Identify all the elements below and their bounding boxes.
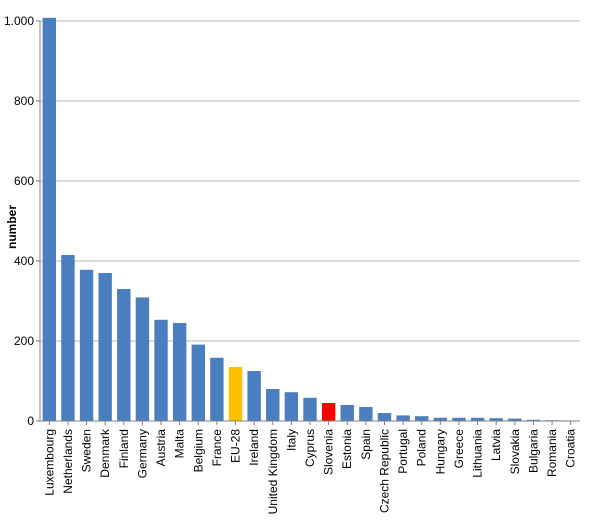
x-tick-label: Hungary bbox=[433, 429, 447, 474]
bar-portugal bbox=[396, 415, 410, 421]
x-tick-label: Cyprus bbox=[303, 429, 317, 467]
bar-cyprus bbox=[303, 397, 317, 421]
x-tick-label: Portugal bbox=[396, 429, 410, 474]
x-tick-label: Austria bbox=[154, 429, 168, 467]
x-tick-label: EU-28 bbox=[229, 429, 243, 463]
bar-bulgaria bbox=[526, 419, 541, 421]
x-tick-label: Denmark bbox=[98, 428, 112, 478]
x-tick-label: Lithuania bbox=[471, 429, 485, 478]
x-tick-label: Netherlands bbox=[61, 429, 75, 494]
bar-germany bbox=[135, 297, 150, 421]
x-tick-label: Latvia bbox=[489, 429, 503, 461]
x-tick-label: Poland bbox=[415, 429, 429, 466]
bar-czech-republic bbox=[377, 413, 392, 421]
x-tick-label: France bbox=[210, 429, 224, 467]
x-tick-label: Estonia bbox=[340, 429, 354, 469]
x-tick-label: Luxembourg bbox=[42, 429, 56, 496]
bar-france bbox=[210, 357, 224, 421]
bar-hungary bbox=[433, 417, 448, 421]
bar-greece bbox=[452, 417, 466, 421]
y-tick-label: 400 bbox=[14, 254, 34, 268]
bar-slovenia bbox=[321, 403, 336, 421]
bar-united-kingdom bbox=[266, 389, 280, 421]
bar-poland bbox=[415, 416, 429, 421]
gridlines bbox=[40, 20, 580, 342]
bar-finland bbox=[117, 289, 131, 421]
x-tick-label: Belgium bbox=[191, 429, 205, 472]
x-tick-label: Ireland bbox=[247, 429, 261, 466]
bar-eu-28 bbox=[228, 367, 243, 421]
x-tick-label: Greece bbox=[452, 429, 466, 469]
bar-sweden bbox=[79, 269, 94, 421]
bar-austria bbox=[154, 319, 168, 421]
x-tick-label: Malta bbox=[173, 429, 187, 459]
y-tick-label: 800 bbox=[14, 94, 34, 108]
x-tick-label: Spain bbox=[359, 429, 373, 460]
x-tick-label: Slovakia bbox=[508, 429, 522, 475]
y-tick-label: 1.000 bbox=[4, 14, 34, 28]
x-tick-label: Germany bbox=[135, 429, 149, 478]
bar-latvia bbox=[489, 418, 503, 421]
x-tick-label: Croatia bbox=[564, 429, 578, 468]
bar-estonia bbox=[340, 405, 354, 421]
bar-spain bbox=[359, 407, 373, 421]
x-tick-label: Czech Republic bbox=[377, 429, 391, 513]
y-tick-label: 600 bbox=[14, 174, 34, 188]
bar-luxembourg bbox=[42, 17, 57, 422]
x-tick-label: Sweden bbox=[80, 429, 94, 472]
bar-malta bbox=[172, 323, 187, 421]
x-tick-label: Italy bbox=[284, 429, 298, 451]
bar-belgium bbox=[191, 344, 205, 421]
bar-netherlands bbox=[61, 255, 75, 421]
x-tick-label: United Kingdom bbox=[266, 429, 280, 514]
bar-lithuania bbox=[470, 417, 485, 421]
x-tick-label: Finland bbox=[117, 429, 131, 468]
axes bbox=[36, 20, 580, 425]
y-axis-title: number bbox=[5, 205, 19, 249]
axis-labels: 0 200 400 600 800 1.000 Luxembourg Netherlands S… bbox=[4, 14, 578, 514]
bars bbox=[42, 17, 578, 422]
bar-ireland bbox=[247, 371, 261, 421]
bar-denmark bbox=[98, 273, 112, 421]
y-tick-label: 0 bbox=[27, 414, 34, 428]
y-tick-label: 200 bbox=[14, 334, 34, 348]
x-tick-label: Slovenia bbox=[322, 429, 336, 475]
bar-italy bbox=[284, 392, 299, 421]
x-tick-label: Romania bbox=[545, 429, 559, 477]
x-tick-label: Bulgaria bbox=[526, 429, 540, 473]
bar-slovakia bbox=[508, 418, 522, 421]
